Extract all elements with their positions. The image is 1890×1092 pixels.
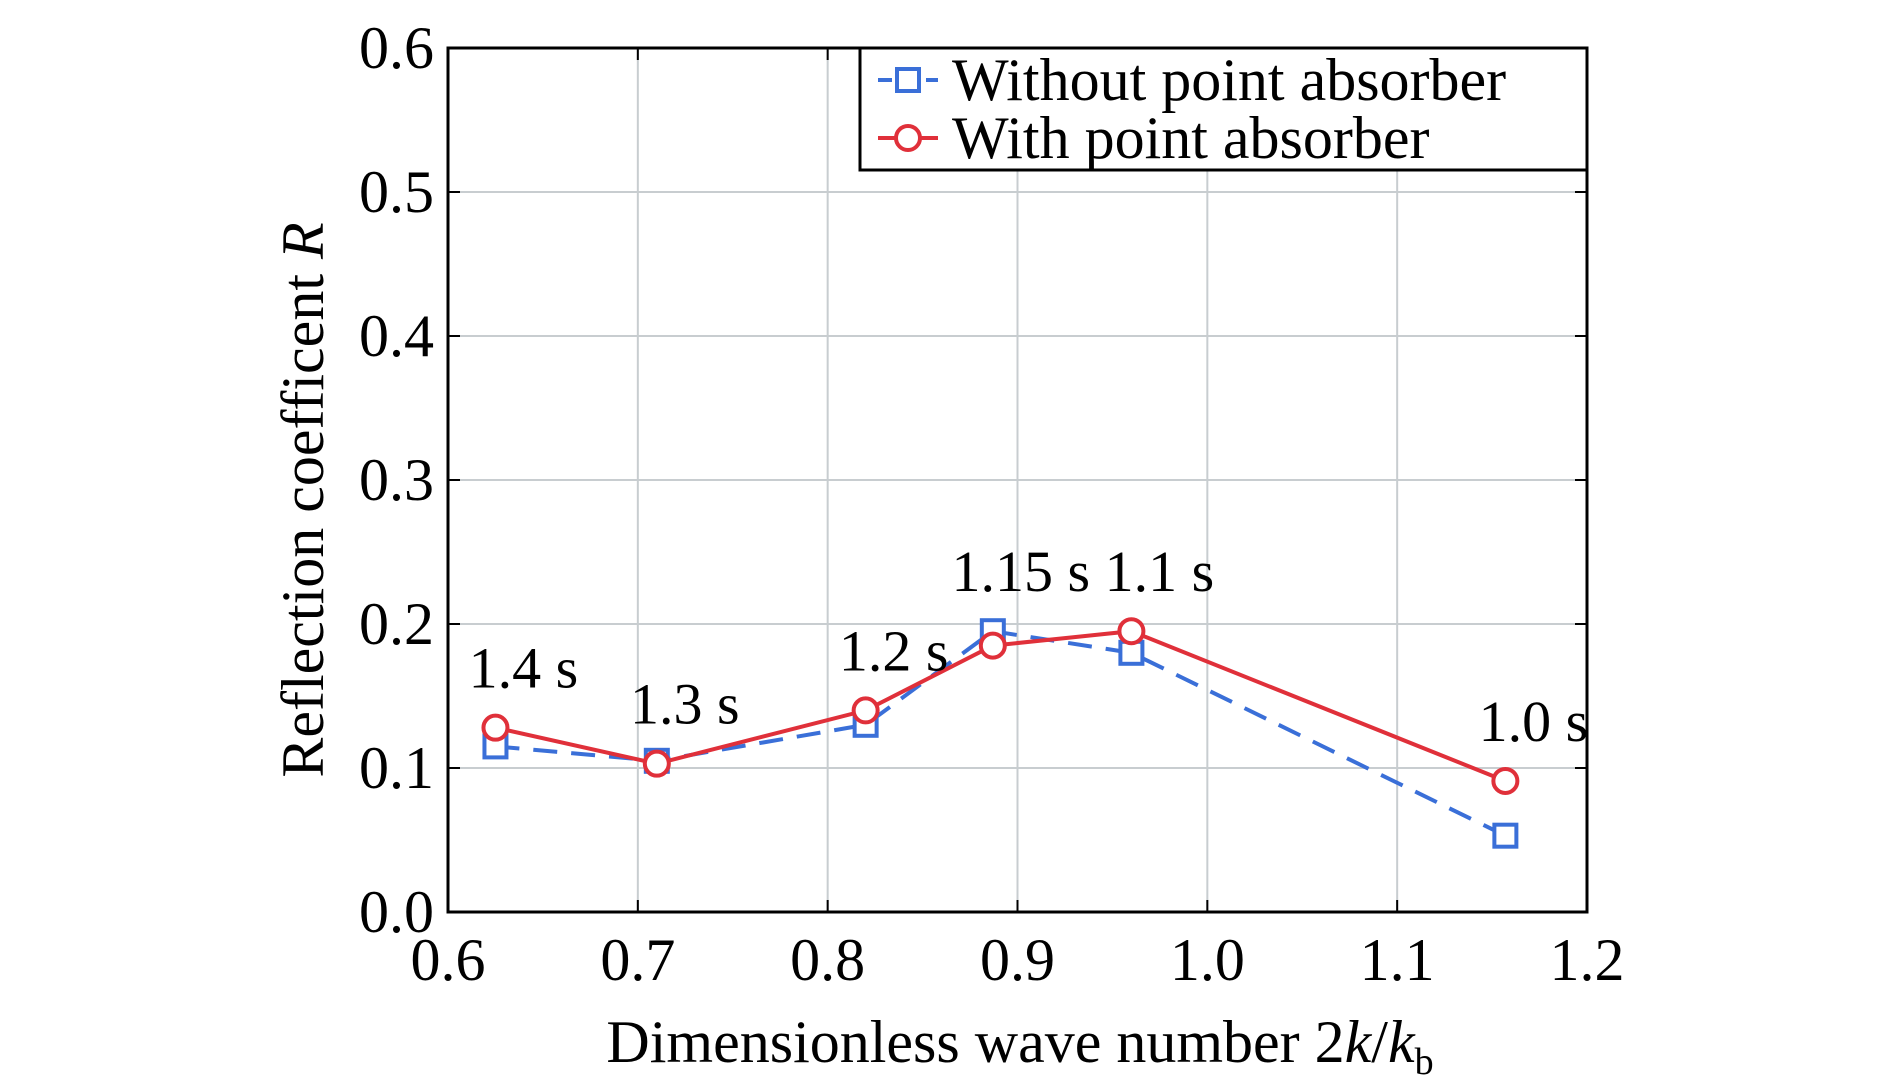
x-axis-label: Dimensionless wave number 2k/kb (606, 1009, 1433, 1083)
y-tick-label: 0.4 (359, 303, 434, 369)
point-label: 1.1 s (1105, 539, 1215, 604)
point-label: 1.3 s (630, 672, 740, 737)
y-tick-label: 0.6 (359, 15, 434, 81)
y-tick-label: 0.5 (359, 159, 434, 225)
grid-lines (448, 48, 1587, 912)
x-tick-label: 0.6 (411, 927, 486, 993)
point-label: 1.4 s (469, 636, 579, 701)
x-axis-label-k-b: k (1388, 1009, 1416, 1075)
x-axis-label-slash: / (1371, 1009, 1388, 1075)
y-tick-labels: 0.0 0.1 0.2 0.3 0.4 0.5 0.6 (359, 15, 434, 945)
series-layer (481, 617, 1520, 849)
x-tick-label: 0.7 (600, 927, 675, 993)
x-tick-labels: 0.6 0.7 0.8 0.9 1.0 1.1 1.2 (411, 927, 1625, 993)
legend-box (858, 46, 1589, 172)
x-tick-label: 1.0 (1170, 927, 1245, 993)
y-axis-label-main: Reflection coefficent (270, 259, 336, 778)
data-point-circle (1491, 766, 1520, 795)
y-tick-label: 0.2 (359, 591, 434, 657)
legend-marker-square (895, 67, 921, 93)
y-tick-label: 0.0 (359, 879, 434, 945)
data-point-circle (642, 749, 671, 778)
point-label: 1.0 s (1479, 689, 1589, 754)
point-label: 1.15 s (952, 539, 1091, 604)
x-tick-label: 0.8 (790, 927, 865, 993)
legend-entry-label: Without point absorber (952, 47, 1506, 113)
y-tick-label: 0.1 (359, 735, 434, 801)
legend-marker-circle (894, 124, 922, 152)
data-point-square (1492, 822, 1519, 849)
y-axis-label-italic: R (270, 222, 336, 260)
series-line-2 (495, 629, 1507, 783)
point-annotations: 1.4 s 1.3 s 1.2 s1.15 s 1.1 s 1.0 s (469, 539, 1588, 754)
data-point-circle (851, 696, 880, 725)
y-axis-label: Reflection coefficent R (270, 222, 336, 777)
data-point-circle (1117, 617, 1146, 646)
x-tick-label: 0.9 (980, 927, 1055, 993)
data-point-circle (978, 631, 1007, 660)
data-point-circle (481, 713, 510, 742)
x-axis-label-main: Dimensionless wave number 2 (606, 1009, 1344, 1075)
point-label: 1.2 s (839, 618, 949, 683)
x-axis-label-subscript: b (1415, 1041, 1434, 1083)
x-tick-label: 1.2 (1550, 927, 1625, 993)
legend-entry-label: With point absorber (952, 105, 1430, 171)
y-tick-label: 0.3 (359, 447, 434, 513)
x-tick-label: 1.1 (1360, 927, 1435, 993)
x-axis-label-k: k (1345, 1009, 1373, 1075)
